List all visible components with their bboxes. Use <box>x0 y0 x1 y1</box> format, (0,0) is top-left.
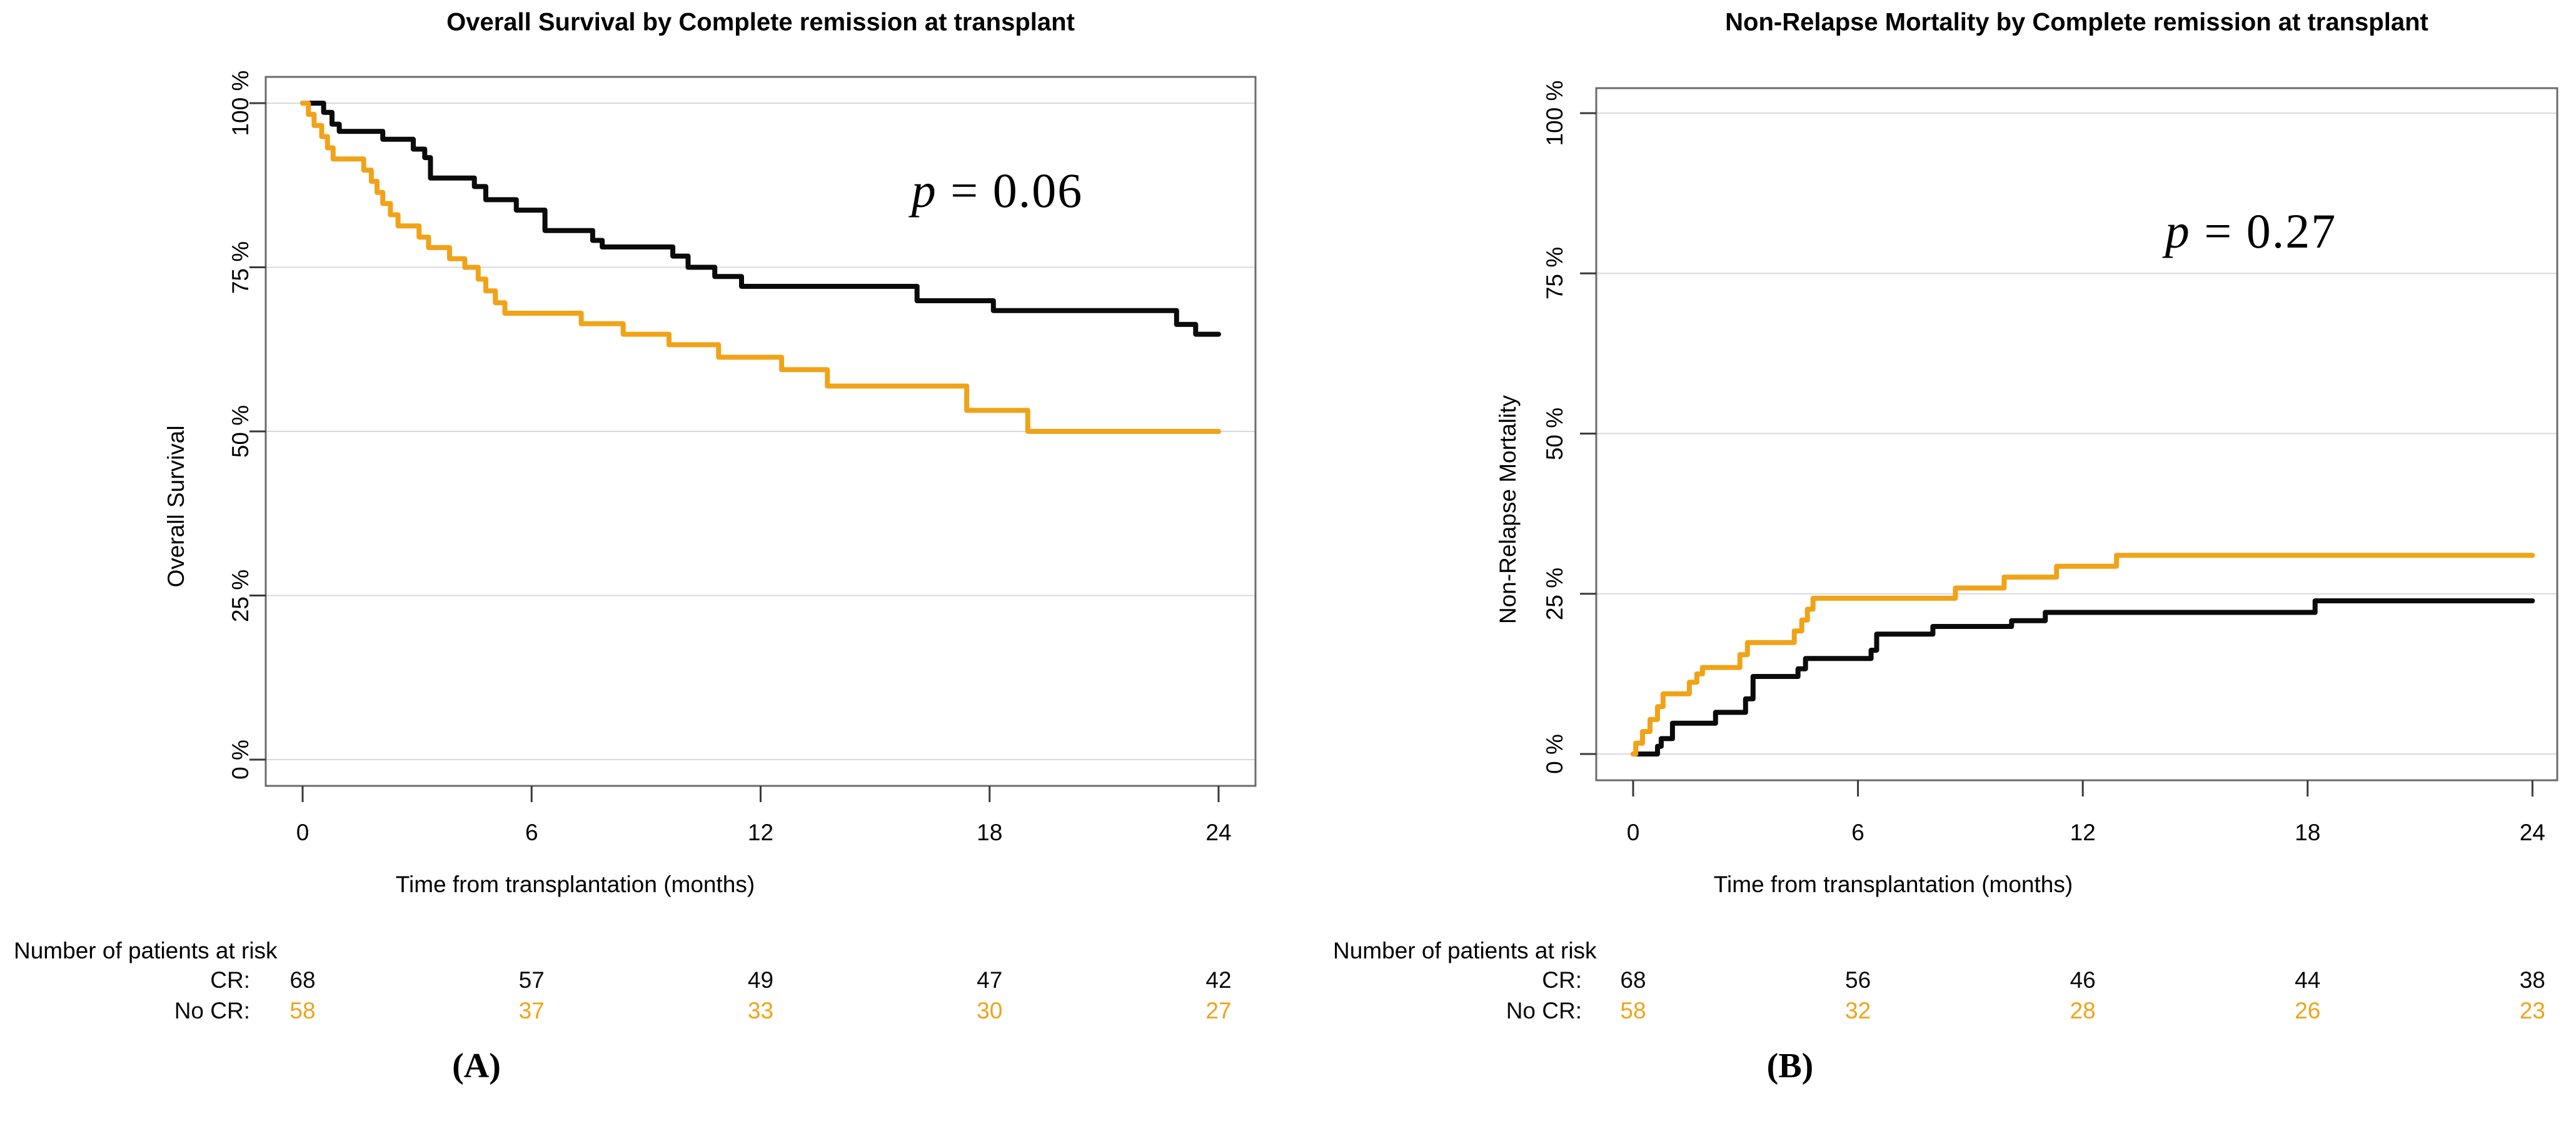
risk-value: 57 <box>518 967 545 993</box>
x-tick-label: 0 <box>1626 820 1640 845</box>
risk-value: 49 <box>747 967 774 993</box>
x-tick-label: 12 <box>747 820 774 845</box>
panel-b: Non-Relapse Mortality by Complete remiss… <box>1288 0 2576 1121</box>
x-tick-label: 12 <box>2070 820 2096 845</box>
risk-value: 56 <box>1845 967 1871 993</box>
risk-row-label-cr: CR: <box>1542 967 1582 993</box>
p-value-text: = 0.06 <box>937 163 1084 218</box>
risk-value: 32 <box>1845 998 1871 1023</box>
x-tick-label: 6 <box>1851 820 1864 845</box>
risk-row-label-no-cr: No CR: <box>1506 998 1582 1023</box>
y-axis-label: Overall Survival <box>163 425 189 588</box>
x-tick-label: 0 <box>296 820 309 845</box>
y-tick-label: 100 % <box>1542 80 1567 146</box>
risk-value: 33 <box>747 998 774 1023</box>
x-tick-label: 24 <box>1205 820 1232 845</box>
risk-value: 28 <box>2070 998 2096 1023</box>
panel-a: Overall Survival by Complete remission a… <box>14 8 1257 1085</box>
risk-value: 27 <box>1205 998 1232 1023</box>
panel-caption: (B) <box>1766 1047 1814 1085</box>
x-axis-label: Time from transplantation (months) <box>1713 872 2073 897</box>
risk-table-header: Number of patients at risk <box>14 938 278 963</box>
risk-value: 46 <box>2070 967 2096 993</box>
risk-row-label-no-cr: No CR: <box>174 998 250 1023</box>
y-tick-label: 50 % <box>228 405 253 458</box>
y-tick-label: 0 % <box>1542 734 1567 774</box>
y-tick-label: 25 % <box>1542 567 1567 620</box>
y-tick-label: 100 % <box>228 70 253 136</box>
risk-value: 37 <box>518 998 545 1023</box>
y-axis-label: Non-Relapse Mortality <box>1495 395 1521 625</box>
risk-value: 68 <box>1620 967 1646 993</box>
p-value-text: = 0.27 <box>2190 204 2337 258</box>
curve-cr <box>300 101 1221 337</box>
x-axis-label: Time from transplantation (months) <box>395 872 755 897</box>
y-tick-label: 50 % <box>1542 407 1567 460</box>
risk-value: 58 <box>1620 998 1646 1023</box>
chart-title: Non-Relapse Mortality by Complete remiss… <box>1725 8 2428 36</box>
chart-title: Overall Survival by Complete remission a… <box>446 8 1075 36</box>
y-tick-label: 0 % <box>228 740 253 780</box>
x-tick-label: 18 <box>977 820 1003 845</box>
p-variable: p <box>911 163 937 218</box>
risk-value: 26 <box>2295 998 2321 1023</box>
risk-table-header: Number of patients at risk <box>1333 938 1597 963</box>
curve-no-cr <box>300 101 1221 434</box>
risk-value: 23 <box>2519 998 2545 1023</box>
panel-caption: (A) <box>452 1047 501 1085</box>
risk-value: 58 <box>289 998 316 1023</box>
risk-value: 47 <box>977 967 1003 993</box>
p-value-annotation: p = 0.27 <box>2165 203 2337 259</box>
curve-no-cr <box>1631 553 2535 757</box>
x-tick-label: 6 <box>525 820 538 845</box>
risk-value: 30 <box>977 998 1003 1023</box>
p-variable: p <box>2165 204 2191 258</box>
y-tick-label: 75 % <box>1542 247 1567 300</box>
y-tick-label: 75 % <box>228 241 253 294</box>
p-value-annotation: p = 0.06 <box>912 163 1084 219</box>
risk-value: 42 <box>1205 967 1232 993</box>
x-tick-label: 18 <box>2295 820 2321 845</box>
risk-row-label-cr: CR: <box>210 967 250 993</box>
y-tick-label: 25 % <box>228 569 253 622</box>
plot-area-a <box>249 76 1257 802</box>
x-tick-label: 24 <box>2519 820 2545 845</box>
curve-cr <box>1631 598 2535 757</box>
risk-value: 44 <box>2295 967 2321 993</box>
risk-value: 68 <box>289 967 316 993</box>
risk-value: 38 <box>2519 967 2545 993</box>
plot-area-b <box>1580 87 2558 797</box>
